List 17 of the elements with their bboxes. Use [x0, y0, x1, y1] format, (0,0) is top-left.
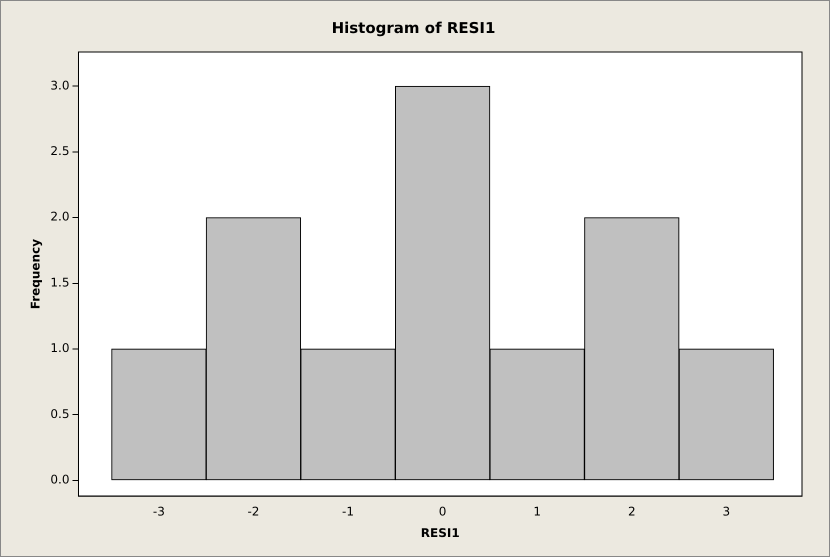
x-tick-label: 1 — [533, 504, 542, 519]
y-tick-label: 0.5 — [50, 406, 70, 421]
chart-title: Histogram of RESI1 — [332, 18, 496, 37]
y-axis-title: Frequency — [28, 238, 42, 310]
x-tick-label: -1 — [342, 504, 354, 519]
x-tick-label: 3 — [722, 504, 730, 519]
y-tick-label: 1.5 — [50, 275, 70, 290]
y-tick-label: 0.0 — [50, 472, 70, 487]
x-axis-title: RESI1 — [420, 526, 460, 540]
y-tick-label: 1.0 — [50, 341, 70, 356]
y-tick-label: 2.5 — [50, 144, 70, 158]
y-tick-label: 2.0 — [50, 210, 70, 224]
x-tick-label: -2 — [247, 504, 260, 519]
x-tick-label: 2 — [628, 504, 636, 519]
x-tick-label: -3 — [152, 504, 165, 519]
y-tick-label: 3.0 — [50, 78, 70, 92]
x-tick-label: 0 — [438, 504, 446, 519]
